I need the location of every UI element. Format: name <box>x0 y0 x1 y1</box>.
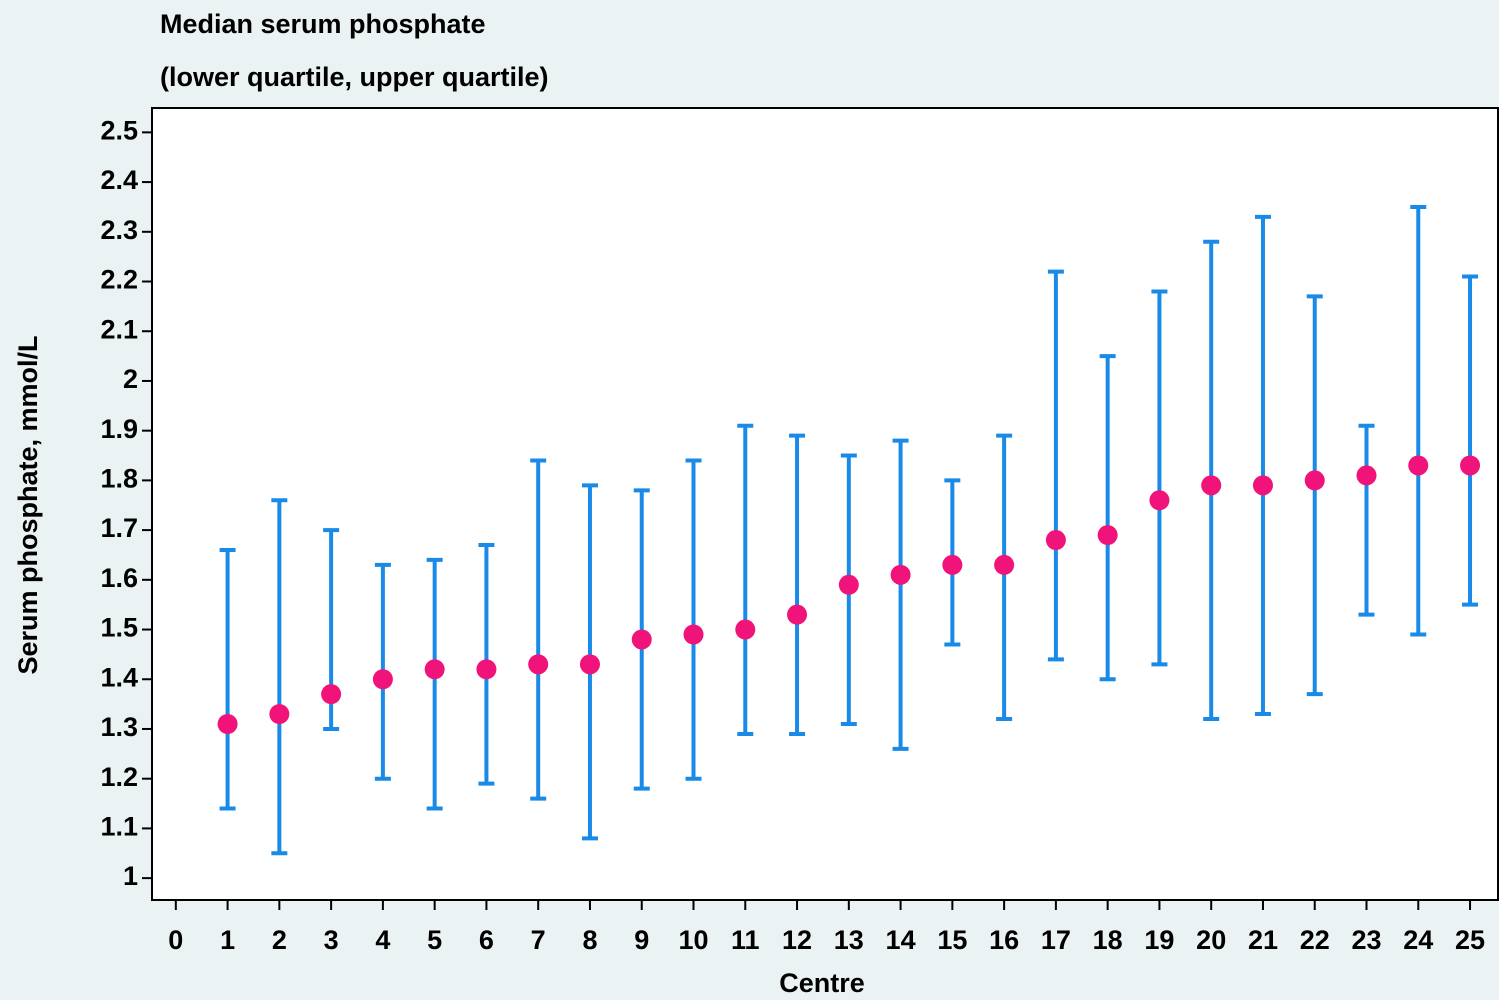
x-tick-label: 22 <box>1300 925 1330 955</box>
median-point <box>1304 470 1325 491</box>
median-point <box>787 604 808 625</box>
y-tick-label: 1.3 <box>100 712 138 742</box>
median-point <box>1356 465 1377 486</box>
x-tick-label: 9 <box>634 925 649 955</box>
y-tick-label: 1.8 <box>100 464 138 494</box>
y-tick-label: 1.1 <box>100 812 138 842</box>
y-tick-label: 2.1 <box>100 314 138 344</box>
median-point <box>372 669 393 690</box>
x-tick-label: 10 <box>678 925 708 955</box>
median-point <box>942 554 963 575</box>
median-point <box>424 659 445 680</box>
median-point <box>528 654 549 675</box>
median-point <box>1097 525 1118 546</box>
x-tick-label: 12 <box>782 925 812 955</box>
median-point <box>1408 455 1429 476</box>
median-point <box>1460 455 1481 476</box>
y-tick-label: 2.4 <box>100 165 138 195</box>
median-point <box>838 574 859 595</box>
x-tick-label: 21 <box>1248 925 1278 955</box>
chart-title: Median serum phosphate <box>160 9 486 39</box>
y-tick-label: 1.6 <box>100 563 138 593</box>
median-point <box>735 619 756 640</box>
x-tick-label: 13 <box>834 925 864 955</box>
x-tick-label: 0 <box>168 925 183 955</box>
x-tick-label: 11 <box>731 925 760 955</box>
x-tick-label: 18 <box>1093 925 1123 955</box>
x-tick-label: 3 <box>324 925 339 955</box>
x-tick-label: 1 <box>220 925 235 955</box>
y-tick-label: 1.4 <box>100 662 138 692</box>
median-point <box>994 554 1015 575</box>
median-point <box>579 654 600 675</box>
median-point <box>217 714 238 734</box>
median-point <box>1252 475 1273 496</box>
x-tick-label: 2 <box>272 925 287 955</box>
y-tick-label: 1.7 <box>100 513 138 543</box>
median-point <box>890 564 911 585</box>
median-point <box>631 629 652 650</box>
x-tick-label: 15 <box>937 925 967 955</box>
median-point <box>1149 490 1170 511</box>
median-point <box>1201 475 1222 496</box>
x-tick-label: 19 <box>1144 925 1174 955</box>
plot-area <box>151 107 1499 901</box>
y-tick-label: 2.2 <box>100 265 138 295</box>
y-tick-label: 1.2 <box>100 762 138 792</box>
x-tick-label: 7 <box>531 925 546 955</box>
y-tick-label: 1 <box>123 861 138 891</box>
x-tick-label: 4 <box>375 925 390 955</box>
y-tick-label: 1.9 <box>100 414 138 444</box>
y-tick-label: 2 <box>123 364 138 394</box>
median-point <box>476 659 497 680</box>
y-axis-label: Serum phosphate, mmol/L <box>13 335 43 674</box>
y-tick-label: 2.3 <box>100 215 138 245</box>
x-tick-label: 23 <box>1351 925 1381 955</box>
median-point <box>683 624 704 645</box>
x-tick-label: 16 <box>989 925 1019 955</box>
x-tick-label: 5 <box>427 925 442 955</box>
x-tick-label: 6 <box>479 925 494 955</box>
x-axis-label: Centre <box>779 968 865 998</box>
x-tick-label: 14 <box>886 925 916 955</box>
median-point <box>1045 530 1066 551</box>
median-point <box>321 684 342 705</box>
x-tick-label: 20 <box>1196 925 1226 955</box>
x-tick-label: 25 <box>1455 925 1485 955</box>
x-tick-label: 17 <box>1041 925 1071 955</box>
x-tick-label: 8 <box>582 925 597 955</box>
median-point <box>269 704 290 725</box>
y-tick-label: 1.5 <box>100 613 138 643</box>
y-tick-label: 2.5 <box>100 115 138 145</box>
chart-subtitle: (lower quartile, upper quartile) <box>160 62 549 92</box>
x-tick-label: 24 <box>1403 925 1433 955</box>
